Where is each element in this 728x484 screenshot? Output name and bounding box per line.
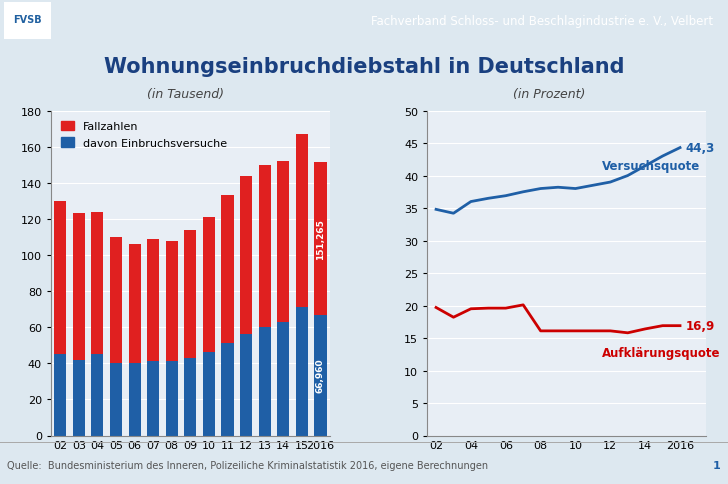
Bar (184, 358, 197, 436)
Bar (147, 239, 159, 362)
Bar (221, 196, 234, 344)
Text: Quelle:  Bundesministerium des Inneren, Polizeiliche Kriminalstatistik 2016, eig: Quelle: Bundesministerium des Inneren, P… (7, 460, 488, 469)
Bar (221, 344, 234, 436)
Bar (258, 328, 271, 436)
Bar (277, 322, 289, 436)
Bar (4, 3, 51, 40)
Bar (129, 244, 141, 363)
Text: 66,960: 66,960 (316, 358, 325, 393)
Bar (240, 335, 252, 436)
Bar (92, 212, 103, 354)
Bar (184, 230, 197, 358)
Text: 1: 1 (713, 460, 721, 469)
Text: Versuchsquote: Versuchsquote (601, 160, 700, 173)
Bar (110, 238, 122, 363)
Bar (73, 214, 85, 360)
Bar (147, 362, 159, 436)
Text: (in Tausend): (in Tausend) (147, 88, 224, 101)
Bar (314, 315, 327, 436)
Bar (296, 308, 308, 436)
Text: Wohnungseinbruchdiebstahl in Deutschland: Wohnungseinbruchdiebstahl in Deutschland (104, 57, 624, 77)
Text: FVSB: FVSB (13, 15, 42, 25)
Text: Fachverband Schloss- und Beschlagindustrie e. V., Velbert: Fachverband Schloss- und Beschlagindustr… (371, 15, 713, 28)
Text: 16,9: 16,9 (685, 319, 714, 333)
Bar (203, 218, 215, 353)
Bar (110, 363, 122, 436)
Text: Aufklärungsquote: Aufklärungsquote (601, 346, 720, 359)
Bar (54, 201, 66, 354)
Bar (73, 360, 85, 436)
Bar (258, 166, 271, 328)
Bar (240, 176, 252, 335)
Bar (92, 354, 103, 436)
Bar (296, 135, 308, 308)
Text: (in Prozent): (in Prozent) (513, 88, 586, 101)
Text: 151,265: 151,265 (316, 219, 325, 259)
Bar (166, 362, 178, 436)
Text: 44,3: 44,3 (685, 142, 714, 155)
Bar (54, 354, 66, 436)
Bar (166, 241, 178, 362)
Bar (277, 162, 289, 322)
Bar (314, 163, 327, 315)
Bar (203, 353, 215, 436)
Bar (0, 442, 728, 443)
Legend: Fallzahlen, davon Einbruchsversuche: Fallzahlen, davon Einbruchsversuche (57, 117, 232, 153)
Bar (129, 363, 141, 436)
